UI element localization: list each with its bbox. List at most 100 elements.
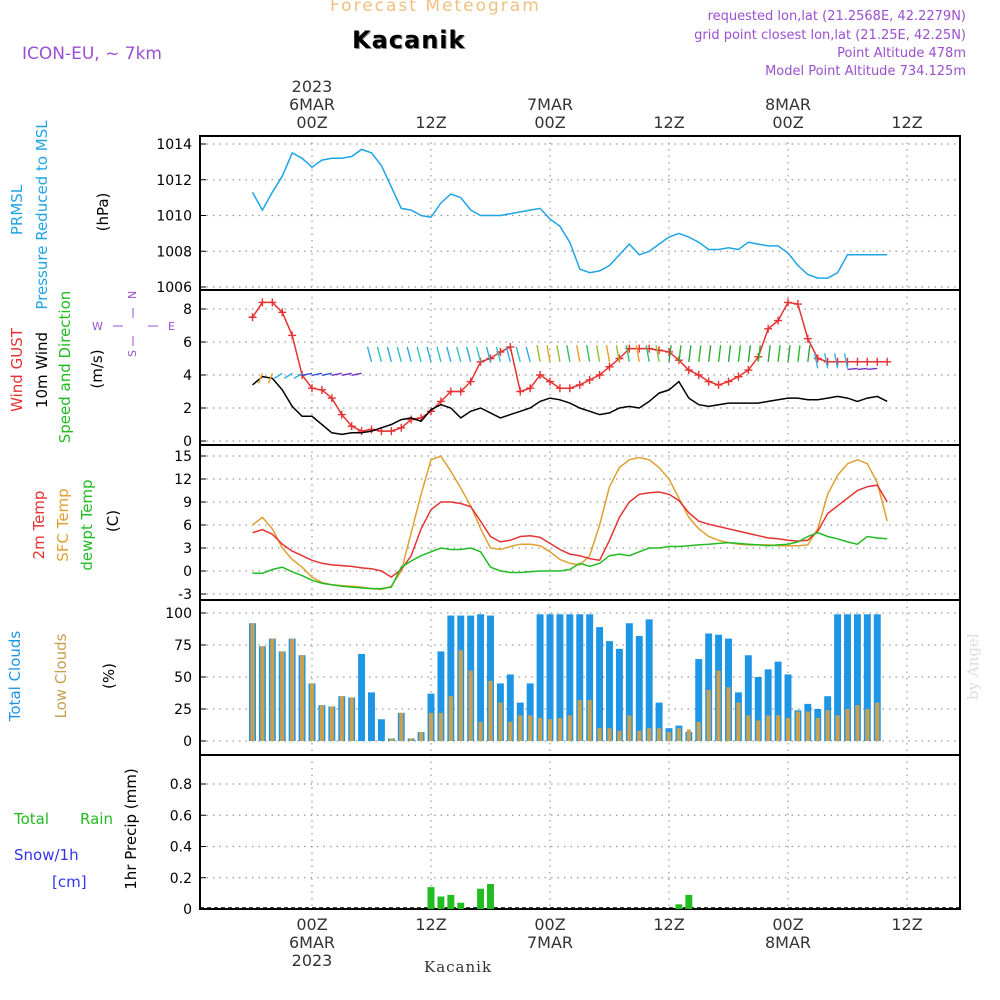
total-cloud-bar [655,702,663,741]
low-cloud-bar [627,715,632,741]
low-cloud-bar [696,721,701,741]
wind-direction-arrow [321,372,332,377]
low-cloud-bar [538,717,543,741]
total-cloud-bar [556,614,564,741]
y-tick-label: 75 [174,638,192,654]
wind-direction-arrow [301,372,313,377]
point-altitude: Point Altitude 478m [837,46,966,61]
low-cloud-bar [518,715,523,741]
wind-direction-arrow [777,345,781,362]
label-snow: Snow/1h [14,846,79,864]
low-cloud-bar [557,717,562,741]
wind-direction-arrow [341,372,352,377]
top-tick-date: 8MAR [765,95,811,114]
gust-marker [744,366,753,375]
y-tick-label: 0 [183,564,192,580]
low-cloud-bar [250,623,255,741]
gust-marker [466,377,475,386]
wind-direction-arrow [456,346,462,362]
low-cloud-bar [458,650,463,741]
wind-direction-arrow [747,345,752,362]
y-tick-label: 100 [165,606,192,622]
low-cloud-bar [409,738,414,741]
wind-direction-arrow [767,345,771,362]
label-prmsl: PRMSL [8,184,26,235]
y-tick-label: 0.4 [170,840,192,856]
low-cloud-bar [448,696,453,741]
gust-marker [823,357,832,366]
wind-direction-arrow [707,345,712,362]
low-cloud-bar [488,680,493,741]
low-cloud-bar [270,638,275,741]
gust-marker [694,371,703,379]
gust-marker [863,357,872,366]
total-cloud-bar [784,674,792,741]
low-cloud-bar [666,732,672,741]
wind-compass: N S W E [92,291,175,357]
gust-marker [456,387,465,396]
gust-marker [724,377,733,386]
gust-marker [605,362,614,371]
rain-bar [487,884,494,909]
label-celsius: (C) [104,510,122,532]
bottom-tick-date: 8MAR [765,933,811,952]
total-cloud-bar [536,614,544,741]
low-cloud-bar [637,730,642,741]
low-cloud-bar [785,717,791,741]
y-tick-label: 8 [183,302,192,318]
bottom-tick-hour: 12Z [415,915,446,934]
label-10m-wind: 10m Wind [33,332,51,408]
low-cloud-bar [766,715,771,741]
top-tick-year: 2023 [292,77,333,96]
gust-marker [565,384,574,393]
wind-direction-arrow [436,346,442,362]
sfc-temp-line [252,455,888,591]
wind-direction-arrow [688,345,692,362]
wind-direction-arrow [267,373,273,384]
total-cloud-bar [625,623,633,741]
y-tick-label: 0 [183,734,192,750]
low-cloud-bar [547,719,553,741]
low-cloud-bar [438,712,443,741]
wind-direction-arrow [576,345,581,362]
compass-north: N [126,291,139,299]
y-tick-label: 1014 [156,137,192,153]
gust-marker [883,357,892,366]
low-cloud-bar [339,696,344,741]
total-cloud-bar [635,636,643,741]
gust-marker [248,313,257,322]
low-cloud-bar [528,715,533,741]
total-cloud-bar [377,719,385,741]
label-cm: [cm] [52,873,87,891]
gust-marker [327,394,336,403]
gust-marker [427,407,435,416]
gust-marker [575,380,584,389]
compass-west: W [92,320,103,333]
y-tick-label: 3 [183,541,192,557]
wind-direction-arrow [814,353,819,369]
wind-direction-arrow [668,345,672,362]
gust-line [251,301,888,432]
label-low-clouds: Low Clouds [52,633,70,718]
panel-pressure: 1006 1008 1010 1012 1014 [156,135,961,296]
dewpt-line [252,531,888,590]
total-cloud-bar [744,655,752,741]
gust-marker [308,384,316,393]
label-rain: Rain [80,810,113,828]
total-cloud-bar [358,653,366,741]
low-cloud-bar [260,646,265,741]
wind-direction-arrow [655,345,660,362]
y-tick-label: 12 [174,472,192,488]
low-cloud-bar [290,638,295,741]
panel-wind: 0 2 4 6 8 [183,289,961,450]
top-tick-hour: 00Z [534,113,565,132]
wind-direction-arrow [615,345,621,362]
total-cloud-bar [606,641,613,741]
low-cloud-bar [657,728,662,741]
total-cloud-bar [863,614,871,741]
gust-marker [704,377,713,386]
y-tick-label: 2 [183,401,192,417]
wind-direction-arrow [293,372,303,379]
low-cloud-bar [726,687,731,741]
